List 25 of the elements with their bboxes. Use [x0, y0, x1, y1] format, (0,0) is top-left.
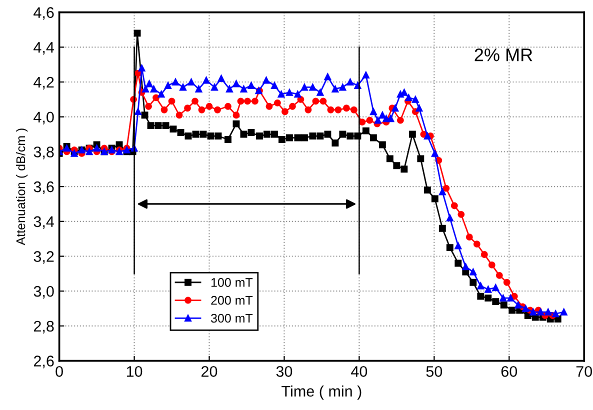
y-tick-label: 3,2	[34, 251, 54, 264]
y-axis-title: Attenuation ( dB/cm )	[16, 128, 28, 246]
y-tick-label: 3,0	[34, 286, 54, 299]
x-axis-title: Time ( min )	[282, 385, 362, 400]
x-tick-label: 0	[56, 366, 63, 377]
annotation: 2% MR	[474, 48, 532, 62]
y-tick-label: 3,6	[34, 181, 54, 194]
x-tick-label: 30	[276, 366, 292, 377]
x-tick-label: 10	[126, 366, 142, 377]
legend-label: 300 mT	[210, 314, 253, 323]
x-tick-label: 50	[426, 366, 442, 377]
y-tick-label: 4,4	[34, 42, 54, 55]
x-tick-label: 70	[576, 366, 592, 377]
x-tick-label: 40	[351, 366, 368, 377]
x-tick-label: 60	[501, 366, 518, 377]
y-tick-label: 4,6	[34, 7, 54, 20]
y-tick-label: 3,8	[34, 146, 54, 160]
y-tick-label: 4,0	[34, 112, 54, 124]
legend-label: 100 mT	[211, 278, 253, 287]
legend-label: 200 mT	[211, 296, 253, 305]
y-tick-label: 2,8	[34, 320, 54, 334]
y-tick-label: 3,4	[34, 216, 54, 229]
x-tick-label: 20	[202, 366, 218, 377]
y-tick-label: 4,2	[34, 76, 54, 90]
y-tick-label: 2,6	[34, 356, 54, 368]
